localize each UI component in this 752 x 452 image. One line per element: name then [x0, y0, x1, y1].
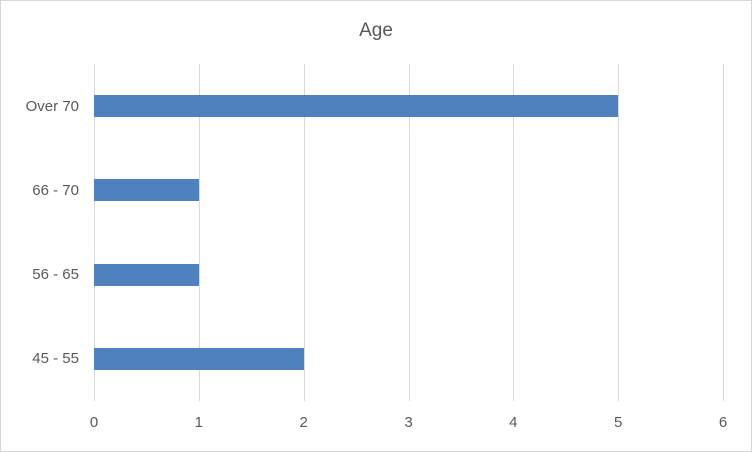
x-tick-label: 6: [718, 414, 728, 431]
x-tick-label: 4: [509, 414, 518, 431]
x-tick-label: 1: [194, 414, 203, 431]
gridline: [408, 64, 410, 401]
gridline: [303, 64, 305, 401]
bar-over70: [94, 95, 619, 118]
x-tick-label: 0: [89, 414, 99, 431]
gridline: [618, 64, 620, 401]
gridline: [94, 64, 95, 401]
plot-area: [94, 64, 724, 401]
bar-56-65: [94, 263, 199, 286]
gridline: [513, 64, 515, 401]
category-label: 66 - 70: [32, 181, 79, 199]
gridline: [198, 64, 200, 401]
x-tick-label: 5: [613, 414, 623, 431]
category-label: 45 - 55: [32, 350, 79, 368]
category-label: Over 70: [25, 97, 79, 115]
gridline: [723, 64, 724, 401]
x-tick-label: 3: [404, 414, 413, 431]
bar-45-55: [94, 347, 304, 370]
category-label: 56 - 65: [32, 266, 79, 284]
x-tick-label: 2: [299, 414, 308, 431]
bar-66-70: [94, 179, 199, 202]
chart-title: Age: [359, 20, 393, 41]
